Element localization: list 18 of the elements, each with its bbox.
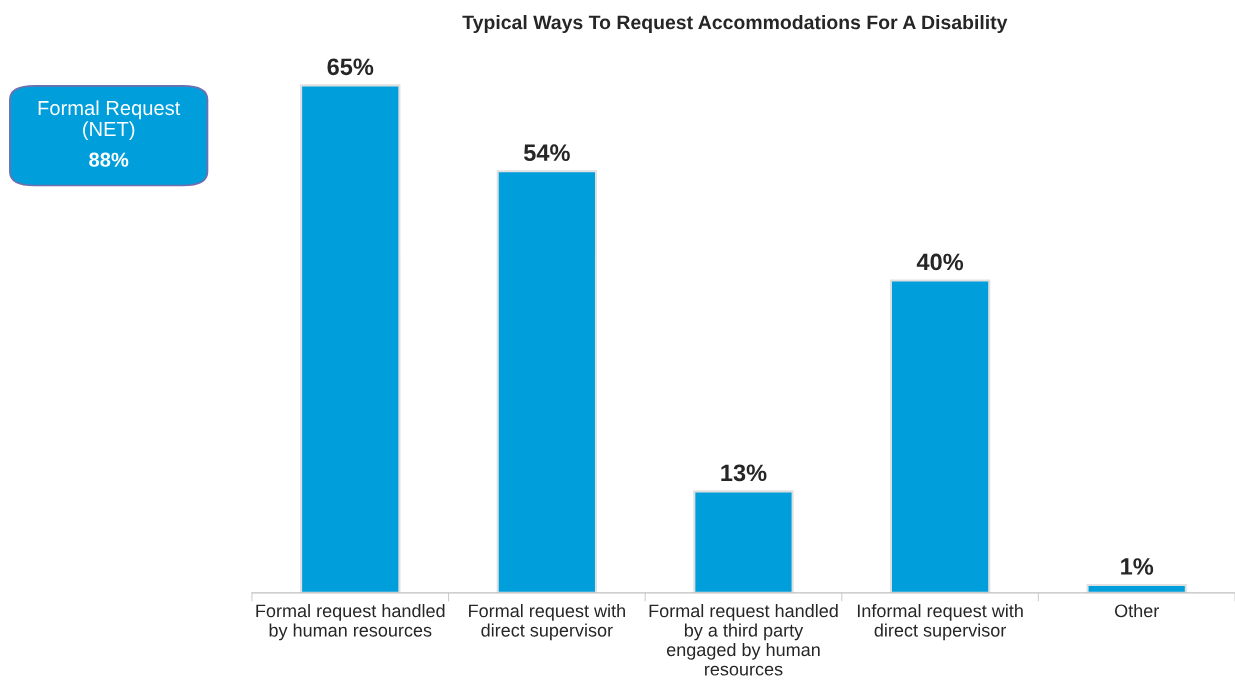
text: Formal Request (NET) xyxy=(38,100,181,141)
chart-title: Typical Ways To Request Accommodations For A Disability xyxy=(462,14,1008,34)
x-tick-label: Other xyxy=(1114,603,1159,618)
bar xyxy=(693,490,794,593)
data-label: 65% xyxy=(327,58,374,76)
x-tick-label: Formal request with direct supervisor xyxy=(469,603,625,641)
text: 88% xyxy=(89,152,129,167)
data-label: 1% xyxy=(1121,558,1154,575)
x-tick-label: Informal request with direct supervisor xyxy=(857,603,1023,641)
data-label: 40% xyxy=(916,253,964,271)
bar xyxy=(889,279,991,593)
bar xyxy=(1086,584,1187,593)
data-label: 54% xyxy=(523,144,570,162)
bar xyxy=(496,170,598,593)
x-tick-label: Formal request handled by a third party engaged by human resources xyxy=(649,603,838,676)
bar xyxy=(300,84,401,593)
x-tick-label: Formal request handled by human resources xyxy=(256,603,445,641)
data-label: 13% xyxy=(721,464,767,482)
